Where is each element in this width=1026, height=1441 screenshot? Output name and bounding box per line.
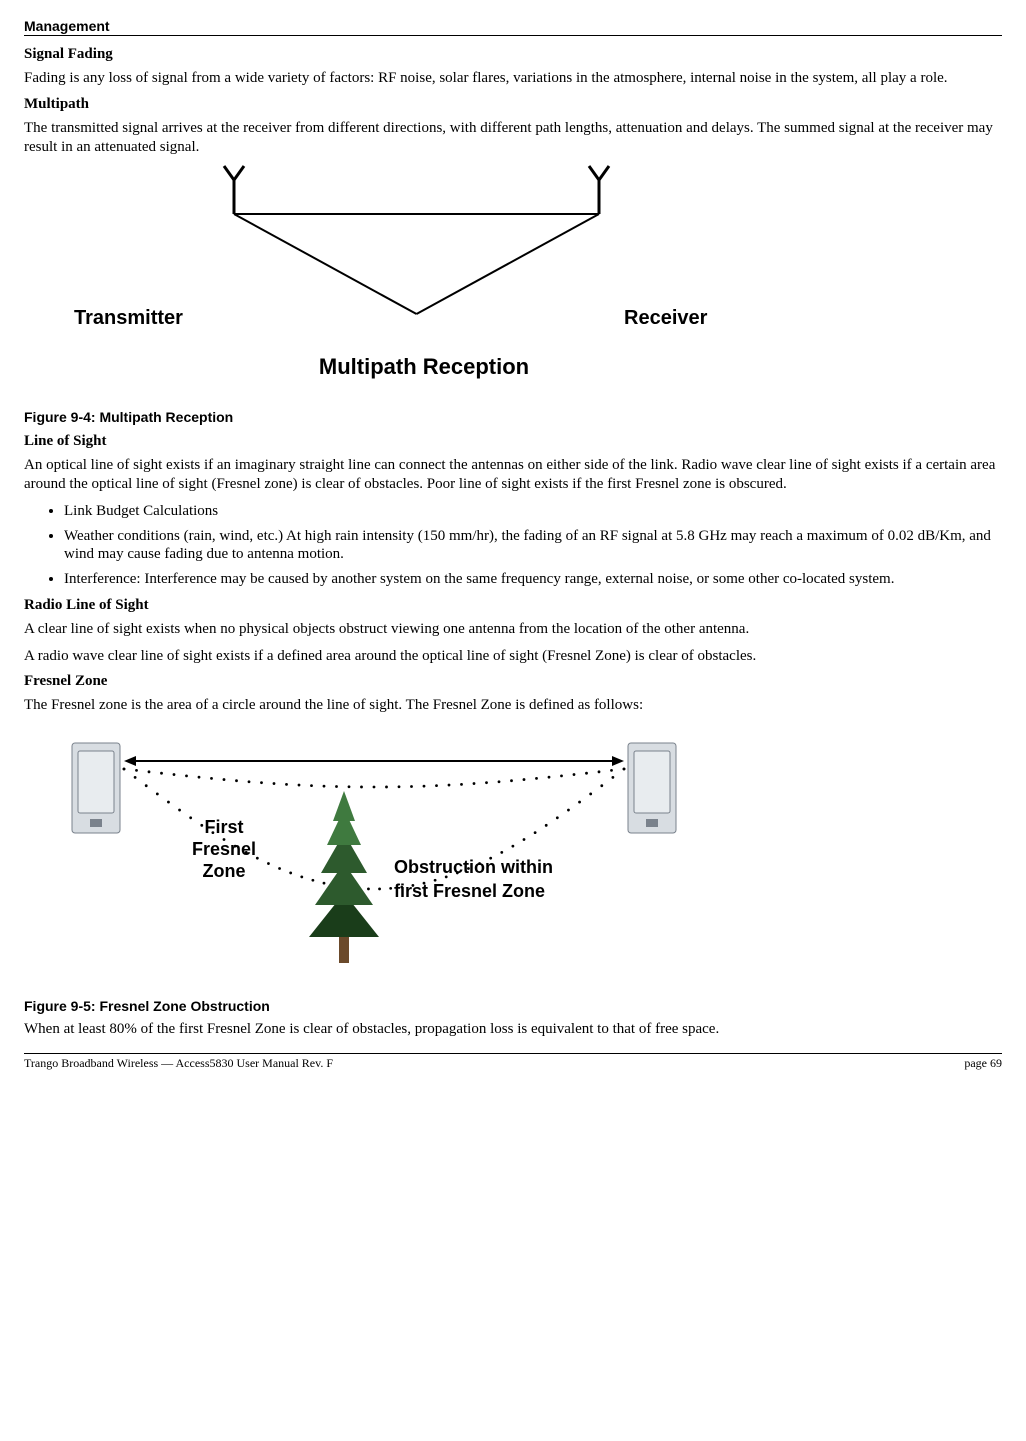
page-header: Management [24,18,1002,36]
caption-multipath: Figure 9-4: Multipath Reception [24,409,1002,425]
heading-multipath: Multipath [24,96,1002,113]
para-fresnel: The Fresnel zone is the area of a circle… [24,696,1002,715]
para-los: An optical line of sight exists if an im… [24,456,1002,494]
svg-text:Zone: Zone [203,861,246,881]
heading-signal-fading: Signal Fading [24,46,1002,63]
list-item: Weather conditions (rain, wind, etc.) At… [64,527,1002,565]
page-footer: Trango Broadband Wireless — Access5830 U… [24,1053,1002,1071]
svg-text:Receiver: Receiver [624,307,708,329]
svg-text:Obstruction within: Obstruction within [394,857,553,877]
list-item: Link Budget Calculations [64,502,1002,521]
svg-text:Transmitter: Transmitter [74,307,183,329]
heading-fresnel: Fresnel Zone [24,673,1002,690]
para-fresnel-after: When at least 80% of the first Fresnel Z… [24,1020,1002,1039]
list-item: Interference: Interference may be caused… [64,570,1002,589]
figure-fresnel: FirstFresnelZone Obstruction within first … [54,723,694,988]
figure-multipath: Transmitter Receiver Multipath Reception [64,164,784,399]
footer-left: Trango Broadband Wireless — Access5830 U… [24,1056,333,1071]
heading-radio-los: Radio Line of Sight [24,597,1002,614]
para-radio-los-2: A radio wave clear line of sight exists … [24,647,1002,666]
los-bullets: Link Budget Calculations Weather conditi… [46,502,1002,589]
svg-text:Multipath Reception: Multipath Reception [319,354,529,379]
para-signal-fading: Fading is any loss of signal from a wide… [24,69,1002,88]
multipath-svg: Transmitter Receiver Multipath Reception [64,164,784,394]
para-radio-los-1: A clear line of sight exists when no phy… [24,620,1002,639]
svg-text:first Fresnel Zone: first Fresnel Zone [394,881,545,901]
footer-right: page 69 [964,1056,1002,1071]
svg-text:First: First [204,817,243,837]
para-multipath: The transmitted signal arrives at the re… [24,119,1002,157]
heading-los: Line of Sight [24,433,1002,450]
caption-fresnel: Figure 9-5: Fresnel Zone Obstruction [24,998,1002,1014]
svg-text:Fresnel: Fresnel [192,839,256,859]
fresnel-svg: FirstFresnelZone Obstruction within first … [54,723,694,983]
